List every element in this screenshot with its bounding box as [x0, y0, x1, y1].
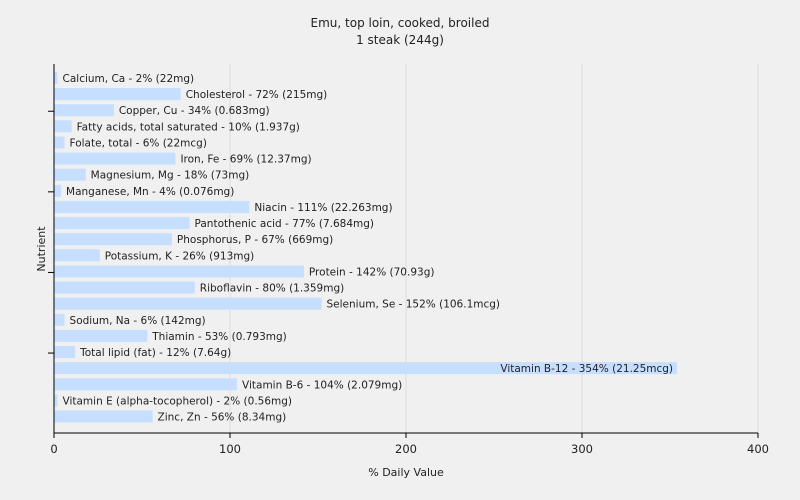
bar-10	[54, 233, 172, 246]
bar-2	[54, 104, 114, 117]
bar-14	[54, 297, 322, 310]
chart-subtitle: 1 steak (244g)	[356, 33, 444, 47]
bar-label-10: Phosphorus, P - 67% (669mg)	[177, 234, 333, 246]
bar-20	[54, 394, 58, 407]
bar-16	[54, 329, 148, 342]
bar-label-12: Protein - 142% (70.93g)	[309, 266, 435, 278]
bar-5	[54, 152, 176, 165]
bar-label-18: Vitamin B-12 - 354% (21.25mcg)	[500, 363, 673, 375]
bar-label-16: Thiamin - 53% (0.793mg)	[151, 331, 287, 343]
bar-label-3: Fatty acids, total saturated - 10% (1.93…	[77, 121, 300, 133]
bar-7	[54, 184, 62, 197]
bar-8	[54, 200, 250, 213]
bar-6	[54, 168, 86, 181]
bar-label-21: Zinc, Zn - 56% (8.34mg)	[158, 412, 287, 424]
bar-label-6: Magnesium, Mg - 18% (73mg)	[91, 170, 250, 182]
bar-0	[54, 72, 58, 84]
bars-group: Calcium, Ca - 2% (22mg) Cholesterol - 72%…	[54, 72, 678, 424]
x-tick-label-3: 300	[571, 442, 593, 456]
bar-18	[54, 362, 678, 375]
bar-4	[54, 136, 65, 149]
bar-label-11: Potassium, K - 26% (913mg)	[105, 250, 255, 262]
bar-label-8: Niacin - 111% (22.263mg)	[254, 202, 392, 214]
bar-label-20: Vitamin E (alpha-tocopherol) - 2% (0.56m…	[63, 395, 292, 407]
bar-11	[54, 249, 100, 262]
bar-21	[54, 410, 153, 423]
y-axis-title: Nutrient	[35, 226, 48, 272]
bar-label-7: Manganese, Mn - 4% (0.076mg)	[66, 186, 234, 198]
x-tick-label-4: 400	[747, 442, 769, 456]
bar-12	[54, 265, 304, 278]
x-tick-label-0: 0	[50, 442, 57, 456]
bar-label-14: Selenium, Se - 152% (106.1mcg)	[327, 299, 501, 311]
bar-label-4: Folate, total - 6% (22mcg)	[70, 137, 207, 149]
bar-9	[54, 217, 190, 230]
x-tick-label-1: 100	[219, 442, 241, 456]
bar-label-1: Cholesterol - 72% (215mg)	[186, 89, 328, 101]
bar-label-19: Vitamin B-6 - 104% (2.079mg)	[242, 379, 402, 391]
bar-17	[54, 346, 76, 359]
bar-label-5: Iron, Fe - 69% (12.37mg)	[180, 154, 311, 166]
bar-15	[54, 313, 65, 326]
bar-label-13: Riboflavin - 80% (1.359mg)	[200, 283, 344, 295]
axes-group: 0 100 200 300 400	[48, 64, 769, 456]
bar-13	[54, 281, 195, 294]
bar-label-9: Pantothenic acid - 77% (7.684mg)	[195, 218, 374, 230]
bar-label-17: Total lipid (fat) - 12% (7.64g)	[79, 347, 231, 359]
bar-label-2: Copper, Cu - 34% (0.683mg)	[119, 105, 270, 117]
bar-3	[54, 120, 72, 133]
x-tick-label-2: 200	[395, 442, 417, 456]
bar-label-15: Sodium, Na - 6% (142mg)	[70, 315, 206, 327]
x-axis-title: % Daily Value	[368, 466, 444, 479]
grid-lines	[229, 64, 759, 433]
bar-19	[54, 378, 238, 391]
bar-label-0: Calcium, Ca - 2% (22mg)	[63, 73, 195, 85]
chart-title: Emu, top loin, cooked, broiled	[311, 16, 490, 30]
bar-1	[54, 88, 181, 101]
